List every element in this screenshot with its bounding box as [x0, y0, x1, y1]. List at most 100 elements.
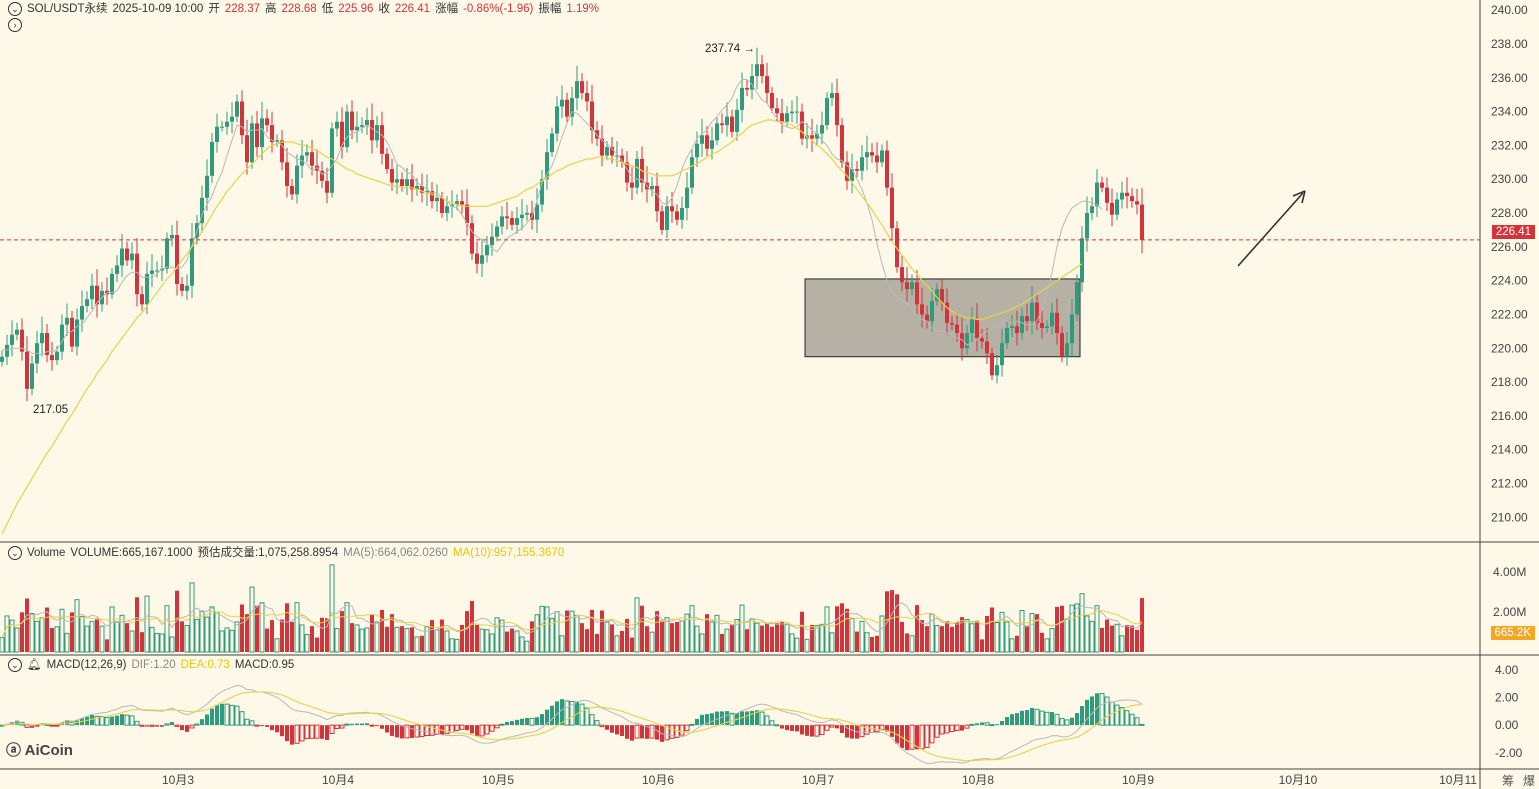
macd-histogram-bar — [740, 711, 744, 726]
macd-histogram-bar — [314, 724, 320, 739]
volume-bar — [129, 630, 135, 653]
current-price-tag: 226.41 — [1491, 225, 1535, 239]
macd-histogram-bar — [890, 725, 894, 737]
candle-body — [285, 162, 289, 186]
macd-histogram-bar — [540, 714, 544, 726]
candle-body — [1025, 316, 1029, 322]
macd-histogram-bar — [949, 724, 955, 733]
volume-ma10: MA(10):957,155.3670 — [452, 547, 565, 559]
candle-body — [765, 76, 769, 93]
aicoin-logo: ⓐ AiCoin — [6, 739, 73, 760]
price-tick-label: 216.00 — [1491, 409, 1528, 423]
macd-histogram-bar — [520, 718, 524, 726]
volume-bar — [34, 620, 40, 653]
liquidation-button[interactable]: 爆 — [1523, 774, 1536, 788]
candle-body — [990, 353, 994, 376]
macd-histogram-bar — [180, 725, 184, 731]
volume-bar — [400, 626, 404, 652]
macd-histogram-bar — [155, 725, 159, 727]
macd-histogram-bar — [215, 704, 219, 726]
macd-histogram-bar — [1050, 712, 1054, 726]
macd-histogram-bar — [369, 724, 375, 727]
volume-ma5: MA(5):664,062.0260 — [343, 547, 448, 559]
volume-bar — [915, 605, 919, 652]
macd-histogram-bar — [329, 724, 335, 735]
macd-collapse-icon[interactable]: ⌄ — [8, 657, 22, 672]
candle-body — [270, 125, 274, 143]
low-value: 225.96 — [338, 3, 374, 15]
open-label: 开 — [208, 3, 220, 15]
volume-bar — [1094, 605, 1100, 653]
macd-histogram-bar — [785, 725, 789, 731]
volume-bar — [510, 628, 514, 652]
volume-bar — [1035, 614, 1039, 652]
candle-body — [730, 116, 734, 132]
volume-bar — [494, 617, 500, 653]
time-tick-label: 10月7 — [802, 773, 834, 787]
volume-bar — [859, 620, 865, 653]
candle-body — [810, 135, 814, 139]
candle-body — [740, 87, 744, 110]
macd-histogram-bar — [729, 712, 735, 726]
volume-bar — [240, 604, 244, 652]
candle-body — [550, 133, 554, 153]
collapse-icon[interactable]: ⌄ — [8, 1, 22, 16]
time-tick-label: 10月6 — [642, 773, 674, 787]
volume-bar — [569, 610, 575, 653]
volume-bar — [109, 606, 115, 653]
candle-body — [145, 273, 149, 305]
volume-bar — [534, 614, 540, 653]
candle-body — [255, 123, 259, 148]
macd-histogram-bar — [515, 719, 519, 726]
macd-histogram-bar — [145, 725, 149, 727]
macd-histogram-bar — [129, 715, 135, 726]
volume-bar — [544, 606, 550, 653]
candle-body — [225, 121, 229, 127]
volume-bar — [499, 619, 505, 653]
macd-histogram-bar — [355, 723, 359, 726]
macd-histogram-bar — [814, 724, 820, 737]
candle-body — [825, 98, 829, 126]
volume-bar — [1009, 638, 1015, 653]
candle-body — [60, 324, 64, 352]
high-label: 高 — [265, 3, 277, 15]
macd-histogram-bar — [395, 725, 399, 738]
macd-histogram-bar — [375, 725, 379, 727]
candle-body — [485, 245, 489, 256]
volume-bar — [159, 633, 165, 653]
volume-bar — [1130, 625, 1134, 652]
macd-histogram-bar — [280, 725, 284, 737]
macd-histogram-bar — [429, 724, 435, 736]
macd-histogram-bar — [874, 724, 880, 733]
macd-histogram-bar — [1030, 707, 1034, 726]
candle-body — [295, 165, 299, 195]
volume-collapse-icon[interactable]: ⌄ — [8, 545, 22, 560]
chips-button[interactable]: 筹 — [1502, 774, 1515, 788]
macd-histogram-bar — [885, 725, 889, 732]
candle-body — [555, 106, 559, 134]
volume-bar — [985, 615, 989, 652]
candle-body — [585, 92, 589, 102]
macd-histogram-bar — [655, 725, 659, 740]
macd-histogram-bar — [1085, 699, 1089, 726]
time-tick-label: 10月5 — [482, 773, 514, 787]
volume-bar — [470, 600, 474, 652]
macd-histogram-bar — [160, 725, 164, 727]
macd-histogram-bar — [475, 725, 479, 736]
volume-bar — [310, 626, 314, 652]
macd-histogram-bar — [634, 724, 640, 739]
volume-bar — [59, 608, 65, 653]
macd-histogram-bar — [1064, 719, 1070, 726]
candle-body — [920, 304, 924, 315]
bell-icon[interactable]: 🔔︎ — [27, 659, 42, 671]
macd-histogram-bar — [795, 725, 799, 732]
candle-body — [260, 118, 264, 148]
expand-icon[interactable]: › — [8, 18, 22, 32]
candle-body — [785, 113, 789, 122]
open-value: 228.37 — [224, 3, 261, 15]
volume-bar — [679, 620, 685, 653]
candle-body — [395, 179, 399, 183]
price-tick-label: 210.00 — [1491, 510, 1528, 524]
